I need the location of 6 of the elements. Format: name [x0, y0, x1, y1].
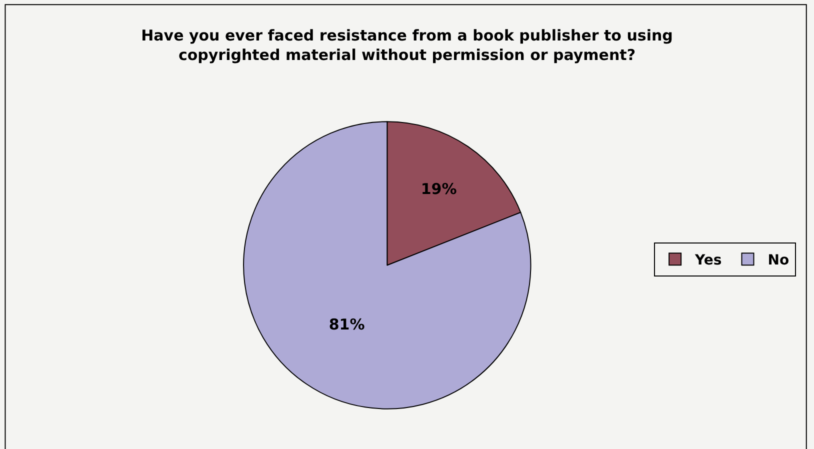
data-label: 81% — [328, 316, 365, 334]
data-label: 19% — [420, 180, 457, 198]
pie-slice — [243, 121, 532, 410]
chart-title: Have you ever faced resistance from a book publisher to using copyrighted material without permission or payment? — [141, 26, 673, 64]
legend-label: Yes — [694, 252, 722, 269]
legend-label: No — [768, 252, 790, 269]
